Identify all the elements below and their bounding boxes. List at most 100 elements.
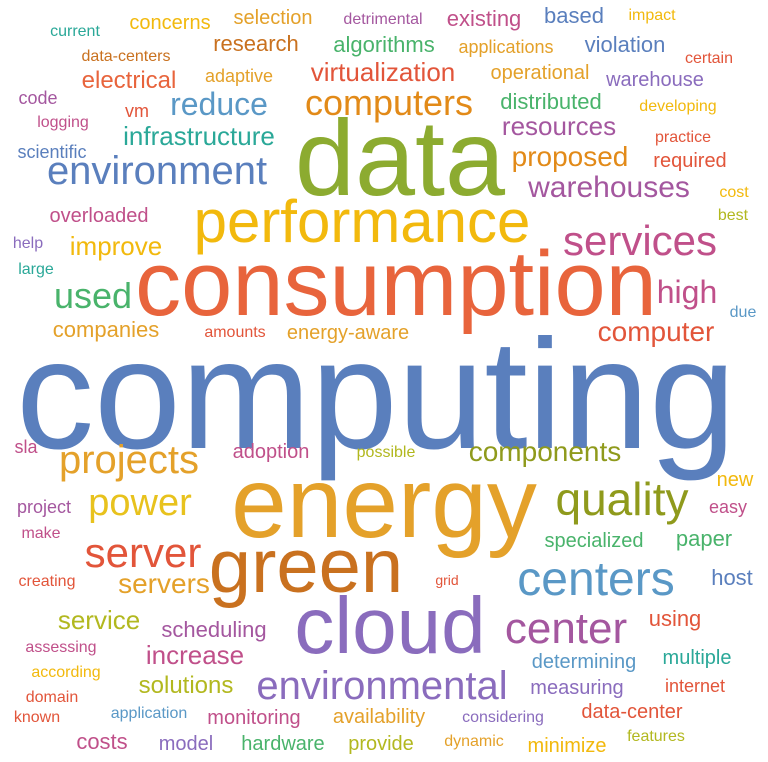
word-components: components	[468, 436, 622, 467]
word-services: services	[562, 217, 718, 264]
word-internet: internet	[664, 676, 726, 696]
word-centers: centers	[517, 553, 675, 606]
word-scheduling: scheduling	[161, 617, 267, 642]
word-project: project	[16, 497, 72, 517]
word-green: green	[208, 524, 404, 609]
word-required: required	[653, 150, 727, 172]
word-application: application	[110, 705, 188, 722]
word-computer: computer	[597, 316, 715, 347]
word-vm: vm	[125, 101, 149, 121]
word-logging: logging	[37, 114, 89, 131]
word-creating: creating	[18, 573, 76, 590]
word-research: research	[213, 31, 299, 56]
word-multiple: multiple	[662, 647, 732, 669]
word-measuring: measuring	[530, 677, 624, 699]
word-developing: developing	[639, 98, 717, 115]
word-power: power	[88, 482, 192, 524]
word-monitoring: monitoring	[207, 707, 301, 729]
word-infrastructure: infrastructure	[123, 121, 275, 151]
word-amounts: amounts	[204, 324, 266, 341]
word-known: known	[13, 709, 61, 726]
word-overloaded: overloaded	[49, 205, 149, 227]
word-adaptive: adaptive	[204, 66, 274, 86]
word-adoption: adoption	[232, 441, 310, 463]
word-center: center	[504, 604, 628, 653]
word-servers: servers	[118, 568, 210, 599]
word-practice: practice	[654, 129, 712, 146]
word-hardware: hardware	[241, 733, 325, 755]
word-increase: increase	[145, 640, 245, 670]
word-due: due	[729, 304, 757, 321]
word-assessing: assessing	[25, 639, 97, 656]
word-help: help	[12, 235, 44, 252]
word-features: features	[627, 728, 685, 745]
word-computers: computers	[304, 82, 474, 123]
word-easy: easy	[708, 497, 748, 517]
word-possible: possible	[356, 444, 416, 461]
word-cost: cost	[719, 184, 749, 201]
word-quality: quality	[555, 473, 689, 525]
word-availability: availability	[332, 706, 426, 728]
word-scientific: scientific	[17, 142, 87, 162]
word-server: server	[84, 529, 202, 576]
word-service: service	[57, 605, 141, 635]
word-new: new	[716, 469, 754, 491]
word-data-centers: data-centers	[81, 48, 171, 65]
word-costs: costs	[76, 729, 128, 754]
word-based: based	[544, 3, 604, 28]
word-consumption: consumption	[135, 233, 657, 335]
word-host: host	[711, 565, 753, 590]
word-reduce: reduce	[170, 86, 268, 122]
word-energy-aware: energy-aware	[286, 322, 410, 344]
word-companies: companies	[52, 317, 160, 342]
word-using: using	[648, 606, 702, 631]
word-algorithms: algorithms	[333, 32, 435, 57]
word-environmental: environmental	[256, 664, 508, 708]
word-current: current	[50, 23, 100, 40]
word-data: data	[294, 97, 506, 218]
word-distributed: distributed	[500, 89, 602, 114]
word-solutions: solutions	[138, 672, 234, 699]
word-energy: energy	[231, 447, 537, 559]
word-resources: resources	[501, 111, 617, 141]
word-environment: environment	[46, 149, 268, 193]
word-detrimental: detrimental	[343, 11, 423, 28]
word-projects: projects	[58, 438, 200, 482]
word-applications: applications	[458, 37, 554, 57]
word-warehouses: warehouses	[528, 171, 690, 204]
word-computing: computing	[16, 308, 736, 482]
word-certain: certain	[684, 50, 734, 67]
word-best: best	[717, 207, 749, 224]
word-operational: operational	[490, 62, 590, 84]
word-electrical: electrical	[81, 67, 177, 94]
word-virtualization: virtualization	[310, 57, 456, 87]
word-specialized: specialized	[544, 530, 644, 552]
word-concerns: concerns	[129, 12, 211, 34]
word-provide: provide	[348, 733, 414, 755]
word-paper: paper	[675, 526, 733, 551]
word-grid: grid	[435, 572, 459, 588]
word-cloud: cloud	[294, 581, 486, 670]
word-warehouse: warehouse	[606, 69, 704, 91]
word-model: model	[158, 733, 214, 755]
word-impact: impact	[628, 7, 676, 24]
word-domain: domain	[25, 689, 79, 706]
word-high: high	[656, 274, 718, 310]
word-make: make	[21, 525, 61, 542]
word-improve: improve	[69, 231, 163, 261]
word-code: code	[18, 88, 58, 108]
word-large: large	[18, 261, 54, 278]
word-data-center: data-center	[581, 701, 683, 723]
word-minimize: minimize	[527, 735, 607, 757]
word-existing: existing	[446, 6, 522, 31]
word-proposed: proposed	[511, 141, 629, 172]
word-used: used	[53, 275, 133, 316]
word-determining: determining	[531, 651, 637, 673]
word-considering: considering	[462, 709, 544, 726]
word-dynamic: dynamic	[444, 733, 504, 750]
word-according: according	[31, 664, 101, 681]
word-selection: selection	[233, 7, 313, 29]
word-performance: performance	[193, 188, 531, 255]
word-violation: violation	[584, 32, 666, 57]
